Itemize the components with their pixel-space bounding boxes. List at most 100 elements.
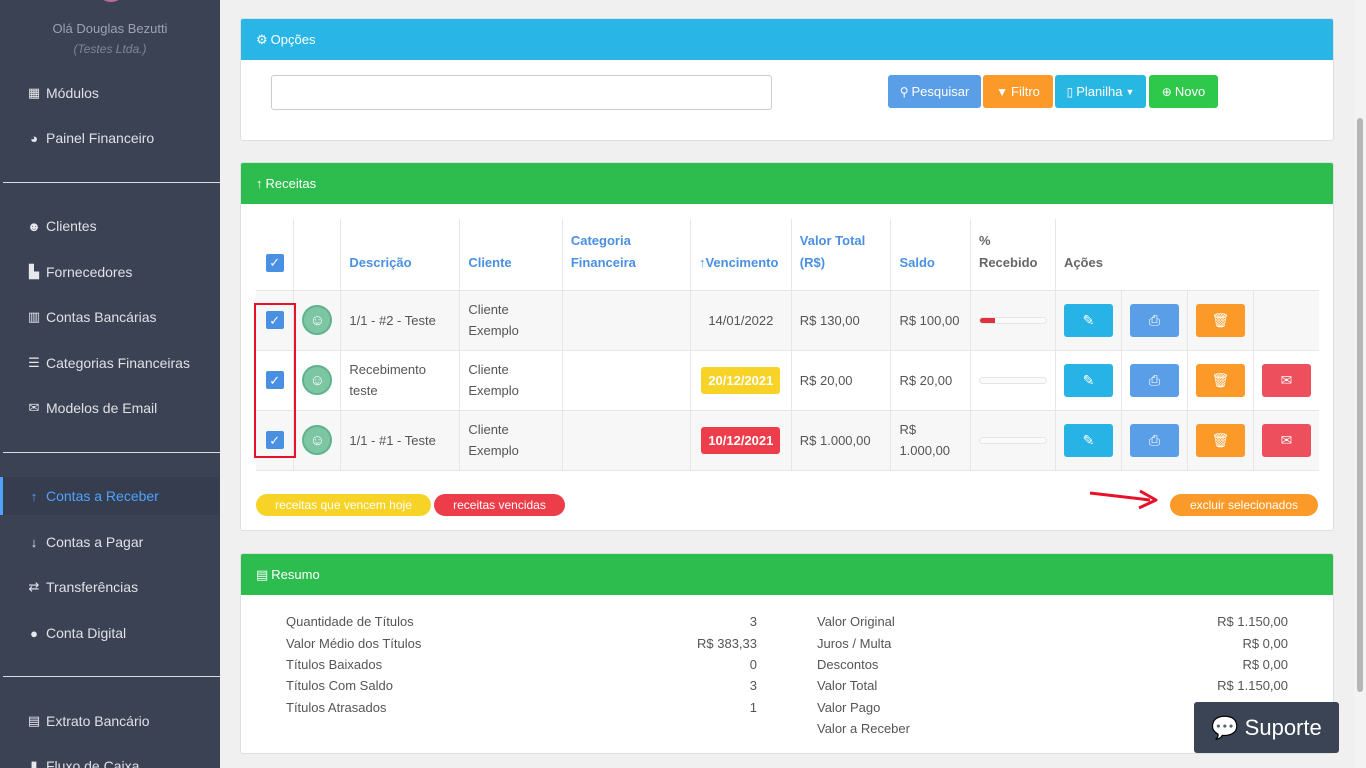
summary-value: 3 bbox=[749, 678, 757, 693]
cell-valor-total: R$ 20,00 bbox=[791, 350, 892, 411]
sheet-dropdown-button[interactable]: ▯ Planilha ▼ bbox=[1055, 75, 1146, 108]
avatar-header bbox=[293, 219, 342, 291]
summary-label: Valor Pago bbox=[817, 700, 881, 715]
user-avatar[interactable] bbox=[96, 0, 126, 2]
caret-down-icon: ▼ bbox=[1125, 86, 1135, 97]
filter-button-label: Filtro bbox=[1011, 84, 1040, 99]
sidebar-item-painel-financeiro[interactable]: ◕ Painel Financeiro bbox=[0, 119, 220, 157]
print-button[interactable]: ⎙ bbox=[1129, 423, 1179, 457]
delete-button[interactable]: 🗑 bbox=[1195, 363, 1245, 397]
email-cell: ✉ bbox=[1253, 350, 1319, 411]
sidebar-item-modelos-email[interactable]: ✉ Modelos de Email bbox=[0, 389, 220, 427]
col-vencimento-header[interactable]: ↑Vencimento bbox=[690, 219, 792, 291]
avatar-cell: ☺ bbox=[293, 290, 342, 351]
avatar-cell: ☺ bbox=[293, 350, 342, 411]
sidebar-item-label: Modelos de Email bbox=[46, 400, 158, 416]
summary-label: Títulos Atrasados bbox=[286, 700, 387, 715]
client-avatar-icon: ☺ bbox=[302, 365, 333, 395]
sidebar-item-extrato-bancario[interactable]: ▤ Extrato Bancário bbox=[0, 702, 220, 740]
sidebar-divider bbox=[3, 452, 220, 453]
sidebar-item-contas-receber[interactable]: ↑ Contas a Receber bbox=[0, 477, 220, 515]
print-button[interactable]: ⎙ bbox=[1129, 303, 1179, 337]
sidebar-item-label: Contas a Pagar bbox=[46, 534, 144, 550]
print-cell: ⎙ bbox=[1121, 290, 1188, 351]
options-title: Opções bbox=[270, 32, 316, 47]
col-saldo[interactable]: Saldo bbox=[890, 219, 971, 291]
sidebar-item-transferencias[interactable]: ⇄ Transferências bbox=[0, 568, 220, 606]
scrollbar-thumb[interactable] bbox=[1357, 118, 1363, 692]
email-button[interactable]: ✉ bbox=[1261, 423, 1311, 457]
resumo-title: Resumo bbox=[271, 567, 320, 582]
sidebar-item-fluxo-caixa[interactable]: ▮ Fluxo de Caixa bbox=[0, 747, 220, 768]
search-button-label: Pesquisar bbox=[911, 84, 970, 99]
delete-selected-button[interactable]: excluir selecionados bbox=[1170, 494, 1318, 516]
filter-button[interactable]: ▼ Filtro bbox=[983, 75, 1053, 108]
sidebar-item-categorias-financeiras[interactable]: ☰ Categorias Financeiras bbox=[0, 344, 220, 382]
annotation-arrow-icon bbox=[1089, 489, 1158, 510]
summary-value: 3 bbox=[749, 614, 757, 629]
col-valor-total[interactable]: Valor Total (R$) bbox=[791, 219, 892, 291]
delete-button[interactable]: 🗑 bbox=[1195, 423, 1245, 457]
search-icon: ⚲ bbox=[899, 84, 909, 99]
sidebar-item-label: Categorias Financeiras bbox=[46, 355, 190, 371]
gears-icon: ⚙ bbox=[256, 31, 268, 47]
summary-value: R$ 1.150,00 bbox=[1217, 678, 1288, 693]
email-button[interactable]: ✉ bbox=[1261, 363, 1311, 397]
col-cliente[interactable]: Cliente bbox=[459, 219, 563, 291]
pie-chart-icon: ◕ bbox=[30, 130, 38, 146]
sidebar-item-label: Contas a Receber bbox=[46, 488, 159, 504]
received-progress-bar bbox=[978, 436, 1047, 444]
edit-cell: ✎ bbox=[1055, 410, 1122, 471]
options-panel: ⚙ Opções ⚲ Pesquisar ▼ Filtro ▯ Planilha… bbox=[240, 18, 1334, 141]
search-input[interactable] bbox=[271, 75, 772, 110]
row-checkbox[interactable]: ✓ bbox=[265, 371, 284, 389]
arrow-up-icon: ↑ bbox=[256, 176, 263, 191]
sidebar-item-conta-digital[interactable]: ● Conta Digital bbox=[0, 614, 220, 652]
receitas-header: ↑ Receitas bbox=[241, 163, 1333, 204]
cell-recebido bbox=[970, 290, 1056, 351]
piggy-bank-icon: ● bbox=[30, 625, 38, 641]
edit-button[interactable]: ✎ bbox=[1063, 423, 1113, 457]
received-progress-fill bbox=[979, 317, 996, 323]
col-categoria[interactable]: Categoria Financeira bbox=[562, 219, 691, 291]
sidebar-item-fornecedores[interactable]: ▙ Fornecedores bbox=[0, 253, 220, 291]
client-avatar-icon: ☺ bbox=[302, 305, 333, 335]
received-progress-bar bbox=[978, 376, 1047, 384]
col-descricao[interactable]: Descrição bbox=[340, 219, 461, 291]
print-button[interactable]: ⎙ bbox=[1129, 363, 1179, 397]
cell-valor-total: R$ 130,00 bbox=[791, 290, 892, 351]
sidebar-item-modulos[interactable]: ▦ Módulos bbox=[0, 74, 220, 112]
row-checkbox[interactable]: ✓ bbox=[265, 311, 284, 329]
new-button[interactable]: ⊕ Novo bbox=[1149, 75, 1218, 108]
chat-icon: 💬 bbox=[1211, 714, 1239, 740]
edit-button[interactable]: ✎ bbox=[1063, 363, 1113, 397]
resumo-panel: ▤ Resumo Quantidade de Títulos 3 Valor M… bbox=[240, 553, 1334, 754]
search-button[interactable]: ⚲ Pesquisar bbox=[888, 75, 981, 108]
sheet-button-label: Planilha bbox=[1076, 84, 1123, 99]
sidebar: Olá Douglas Bezutti (Testes Ltda.) ▦ Mód… bbox=[0, 0, 220, 768]
sidebar-item-contas-bancarias[interactable]: ▥ Contas Bancárias bbox=[0, 298, 220, 336]
summary-label: Valor a Receber bbox=[817, 721, 910, 736]
page-scrollbar[interactable] bbox=[1354, 0, 1366, 768]
cell-saldo: R$ 1.000,00 bbox=[890, 410, 971, 471]
row-select-cell: ✓ bbox=[256, 290, 295, 351]
summary-value: 0 bbox=[749, 657, 757, 672]
summary-label: Valor Original bbox=[817, 614, 895, 629]
row-checkbox[interactable]: ✓ bbox=[265, 431, 284, 449]
edit-button[interactable]: ✎ bbox=[1063, 303, 1113, 337]
sidebar-item-label: Painel Financeiro bbox=[46, 130, 155, 146]
select-all-checkbox[interactable]: ✓ bbox=[265, 253, 284, 272]
cell-cliente: Cliente Exemplo bbox=[459, 410, 563, 471]
sidebar-item-clientes[interactable]: ☻ Clientes bbox=[0, 207, 220, 245]
support-button[interactable]: 💬 Suporte bbox=[1194, 702, 1339, 753]
receitas-table: ✓ Descrição Cliente Categoria Financeira… bbox=[256, 219, 1319, 471]
due-today-badge: 20/12/2021 bbox=[701, 366, 781, 394]
print-cell: ⎙ bbox=[1121, 350, 1188, 411]
sidebar-item-contas-pagar[interactable]: ↓ Contas a Pagar bbox=[0, 523, 220, 561]
client-avatar-icon: ☺ bbox=[302, 425, 333, 455]
sidebar-item-label: Extrato Bancário bbox=[46, 713, 150, 729]
delete-button[interactable]: 🗑 bbox=[1195, 303, 1245, 337]
cell-vencimento: 14/01/2022 bbox=[690, 290, 792, 351]
sidebar-item-label: Fornecedores bbox=[46, 264, 133, 280]
cell-cliente: Cliente Exemplo bbox=[459, 290, 563, 351]
